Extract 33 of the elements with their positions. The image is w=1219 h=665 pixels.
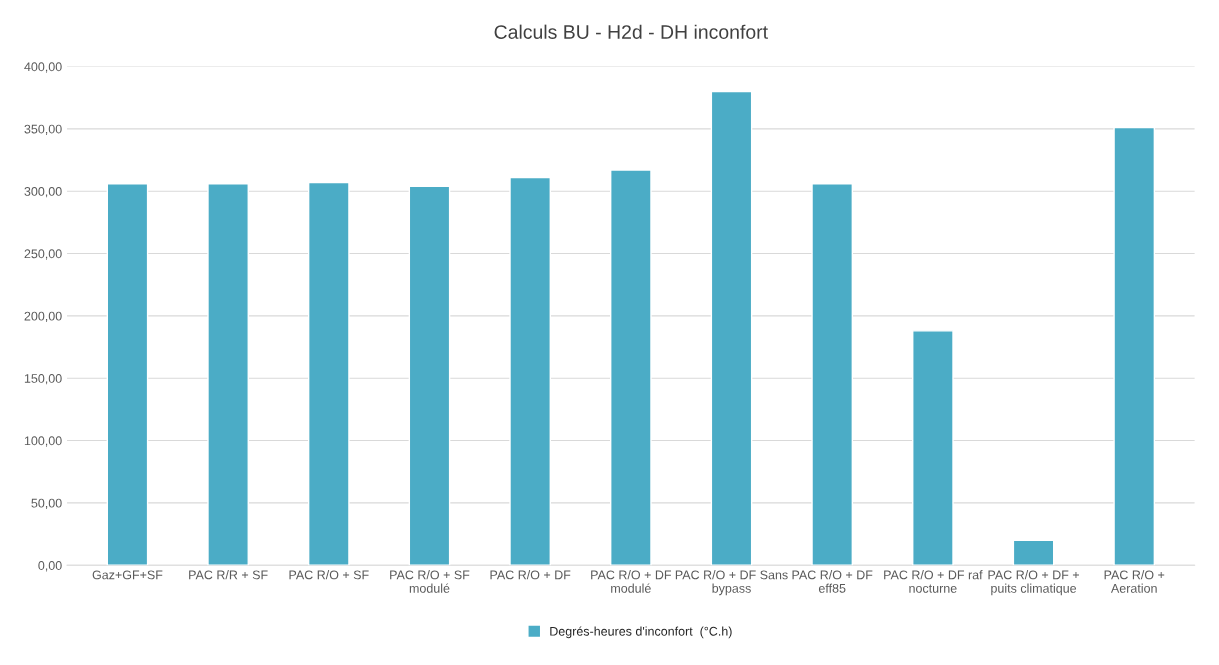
bar [408, 185, 451, 566]
x-tick-label: Gaz+GF+SF [92, 570, 163, 580]
chart-title: Calculs BU - H2d - DH inconfort [494, 24, 768, 39]
y-tick-label: 100,00 [24, 436, 62, 447]
bar [1113, 126, 1156, 566]
bar [912, 330, 954, 566]
x-tick-label: PAC R/R + SF [189, 570, 268, 580]
bar [509, 176, 551, 566]
bar [1012, 539, 1055, 566]
x-tick-label: PAC R/O + Aeration [1104, 570, 1165, 593]
y-tick-label: 200,00 [24, 311, 62, 322]
x-tick-label: PAC R/O + DF modulé [591, 570, 672, 593]
x-tick-label: PAC R/O + DF Sans bypass [675, 570, 788, 596]
x-tick-label: PAC R/O + SF [289, 570, 369, 580]
y-tick-label: 300,00 [24, 186, 62, 198]
bar [106, 183, 149, 566]
y-tick-label: 150,00 [24, 374, 62, 385]
bar [307, 181, 350, 566]
x-tick-label: PAC R/O + DF raf nocturne [884, 570, 983, 593]
x-tick-label: PAC R/O + DF [490, 570, 571, 580]
x-tick-label: PAC R/O + DF eff85 [792, 570, 873, 593]
bar [610, 169, 652, 566]
y-tick-label: 0,00 [38, 561, 62, 572]
bar [207, 183, 249, 566]
x-tick-label: PAC R/O + DF + puits climatique [988, 570, 1079, 596]
bar [811, 183, 854, 566]
y-tick-label: 50,00 [31, 498, 62, 510]
x-tick-label: PAC R/O + SF modulé [390, 570, 470, 593]
y-tick-label: 250,00 [24, 249, 62, 260]
y-tick-label: 400,00 [24, 62, 62, 73]
bar [710, 90, 753, 566]
y-tick-label: 350,00 [24, 124, 62, 135]
legend-label: Degrés-heures d'inconfort (°C.h) [550, 626, 732, 639]
